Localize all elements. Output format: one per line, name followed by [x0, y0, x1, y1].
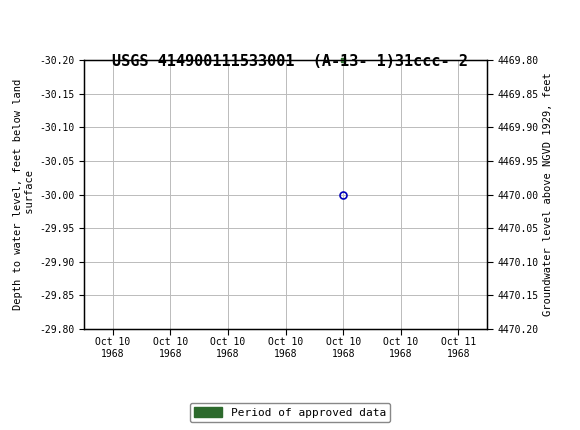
Legend: Period of approved data: Period of approved data — [190, 403, 390, 422]
Text: USGS 414900111533001  (A-13- 1)31ccc- 2: USGS 414900111533001 (A-13- 1)31ccc- 2 — [112, 54, 468, 69]
Text: USGS: USGS — [32, 15, 96, 35]
Y-axis label: Groundwater level above NGVD 1929, feet: Groundwater level above NGVD 1929, feet — [543, 73, 553, 316]
Y-axis label: Depth to water level, feet below land
 surface: Depth to water level, feet below land su… — [13, 79, 35, 310]
